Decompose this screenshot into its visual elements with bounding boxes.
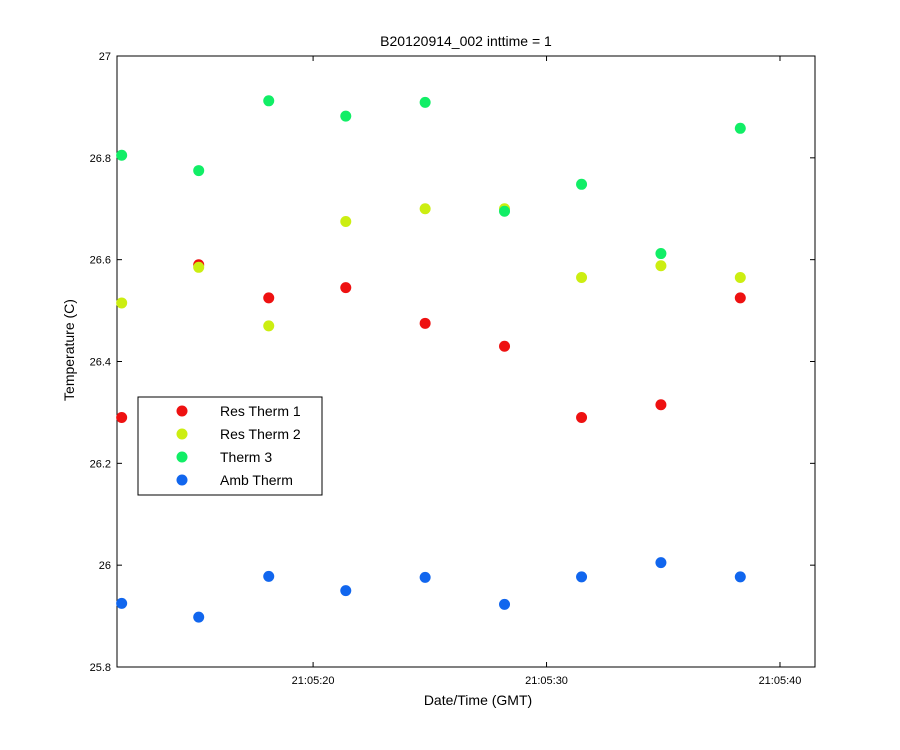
data-point: [263, 95, 275, 107]
data-point: [576, 412, 588, 424]
x-tick-label: 21:05:20: [292, 675, 335, 687]
y-tick-label: 26.6: [90, 255, 111, 267]
data-point: [116, 412, 128, 424]
data-point: [340, 585, 352, 597]
data-point: [419, 571, 431, 583]
data-point: [734, 122, 746, 134]
y-tick-label: 25.8: [90, 662, 111, 674]
data-point: [263, 292, 275, 304]
data-point: [499, 340, 511, 352]
data-point: [340, 282, 352, 294]
y-tick-label: 27: [99, 51, 111, 63]
data-point: [193, 261, 205, 273]
chart-title: B20120914_002 inttime = 1: [380, 33, 552, 49]
legend-marker: [176, 405, 188, 417]
data-point: [116, 149, 128, 161]
series-therm-3: [116, 95, 746, 260]
data-point: [655, 248, 667, 260]
y-tick-label: 26.2: [90, 458, 111, 470]
y-tick-label: 26: [99, 560, 111, 572]
data-point: [419, 317, 431, 329]
data-point: [193, 611, 205, 623]
data-point: [499, 598, 511, 610]
legend-label: Res Therm 1: [220, 403, 301, 419]
x-tick-label: 21:05:40: [759, 675, 802, 687]
y-axis: 25.8 26 26.2 26.4 26.6 26.8 27: [90, 51, 815, 674]
plot-area: [116, 55, 816, 668]
legend-label: Therm 3: [220, 449, 272, 465]
x-axis: 21:05:20 21:05:30 21:05:40: [292, 56, 802, 687]
data-point: [340, 215, 352, 227]
legend-marker: [176, 451, 188, 463]
legend: Res Therm 1 Res Therm 2 Therm 3 Amb Therm: [137, 396, 323, 496]
legend-box: [137, 396, 323, 496]
y-tick-label: 26.4: [90, 357, 111, 369]
data-point: [263, 570, 275, 582]
data-point: [655, 557, 667, 569]
data-point: [576, 178, 588, 190]
data-point: [116, 297, 128, 309]
legend-marker: [176, 428, 188, 440]
y-axis-title: Temperature (C): [61, 299, 77, 401]
data-point: [734, 571, 746, 583]
series-res-therm-1: [116, 259, 746, 424]
data-point: [419, 203, 431, 215]
data-point: [576, 571, 588, 583]
legend-label: Res Therm 2: [220, 426, 301, 442]
data-point: [576, 271, 588, 283]
data-point: [734, 292, 746, 304]
series-amb-therm: [116, 557, 746, 623]
data-point: [655, 399, 667, 411]
data-point: [419, 96, 431, 108]
y-tick-label: 26.8: [90, 153, 111, 165]
legend-label: Amb Therm: [220, 472, 293, 488]
data-point: [263, 320, 275, 332]
data-point: [193, 165, 205, 177]
data-points: [116, 95, 746, 623]
x-tick-label: 21:05:30: [525, 675, 568, 687]
data-point: [655, 260, 667, 272]
data-point: [499, 205, 511, 217]
data-point: [734, 271, 746, 283]
x-axis-title: Date/Time (GMT): [424, 692, 532, 708]
data-point: [116, 597, 128, 609]
legend-marker: [176, 474, 188, 486]
data-point: [340, 110, 352, 122]
